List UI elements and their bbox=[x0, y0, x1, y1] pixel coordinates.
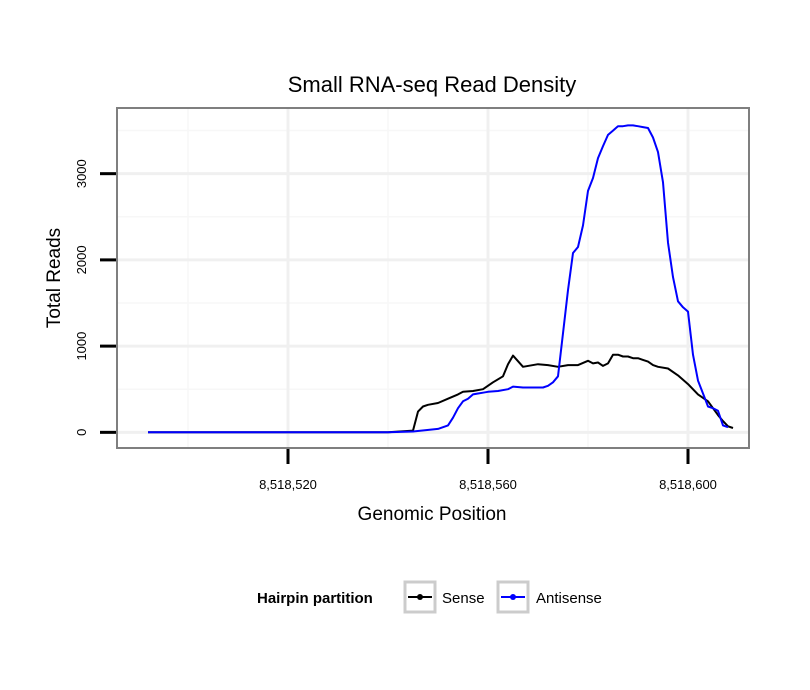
legend-label-antisense: Antisense bbox=[536, 590, 602, 607]
legend-label-sense: Sense bbox=[442, 590, 485, 607]
y-tick-label-3: 3000 bbox=[74, 159, 89, 188]
series-line-sense bbox=[148, 353, 734, 434]
legend-item-sense: Sense bbox=[403, 580, 485, 614]
grid bbox=[118, 109, 748, 447]
y-tick-label-1: 1000 bbox=[74, 332, 89, 361]
y-axis-title: Total Reads bbox=[44, 228, 65, 328]
legend-title: Hairpin partition bbox=[257, 590, 373, 607]
legend: Hairpin partition Sense Antisense bbox=[257, 580, 602, 614]
plot-panel-border bbox=[116, 107, 750, 449]
x-axis-title: Genomic Position bbox=[358, 504, 507, 525]
series-layer bbox=[148, 124, 734, 434]
x-tick-label-2: 8,518,600 bbox=[659, 477, 717, 492]
x-tick-label-1: 8,518,560 bbox=[459, 477, 517, 492]
chart-title: Small RNA-seq Read Density bbox=[288, 72, 577, 97]
legend-item-antisense: Antisense bbox=[496, 580, 602, 614]
y-tick-label-2: 2000 bbox=[74, 245, 89, 274]
legend-point-antisense bbox=[510, 594, 516, 600]
legend-point-sense bbox=[417, 594, 423, 600]
x-axis: 8,518,520 8,518,560 8,518,600 bbox=[259, 449, 717, 492]
x-tick-label-0: 8,518,520 bbox=[259, 477, 317, 492]
series-line-antisense bbox=[148, 124, 729, 434]
y-tick-label-0: 0 bbox=[74, 429, 89, 436]
y-axis: 0 1000 2000 3000 bbox=[74, 159, 116, 436]
